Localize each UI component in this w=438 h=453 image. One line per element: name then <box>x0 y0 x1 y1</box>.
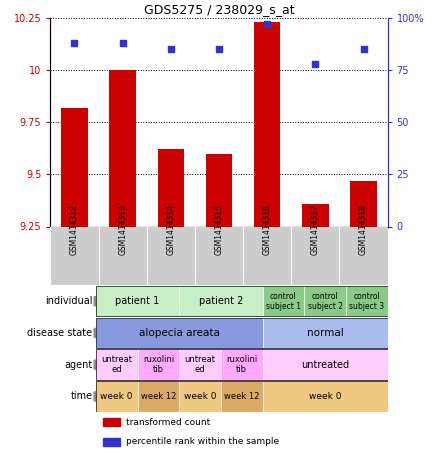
FancyArrow shape <box>94 358 102 371</box>
Bar <box>179 286 263 317</box>
Text: week 0: week 0 <box>100 392 133 401</box>
Point <box>167 46 174 53</box>
Text: control
subject 2: control subject 2 <box>307 292 343 311</box>
Text: control
subject 1: control subject 1 <box>266 292 301 311</box>
Text: GSM1414313: GSM1414313 <box>118 204 127 255</box>
Text: ruxolini
tib: ruxolini tib <box>226 355 258 374</box>
Text: normal: normal <box>307 328 343 338</box>
Bar <box>291 226 339 285</box>
Text: transformed count: transformed count <box>126 418 211 427</box>
Bar <box>147 226 195 285</box>
Bar <box>96 286 179 317</box>
Text: disease state: disease state <box>28 328 92 338</box>
Bar <box>96 318 263 348</box>
Bar <box>158 149 184 226</box>
Point <box>71 39 78 47</box>
Text: patient 2: patient 2 <box>199 296 243 306</box>
Bar <box>96 349 388 380</box>
Bar <box>110 70 136 226</box>
Text: untreat
ed: untreat ed <box>184 355 215 374</box>
Bar <box>243 226 291 285</box>
Text: control
subject 3: control subject 3 <box>349 292 385 311</box>
Text: week 12: week 12 <box>141 392 176 401</box>
Bar <box>254 22 280 226</box>
Bar <box>221 381 263 412</box>
Bar <box>263 318 388 348</box>
Text: percentile rank within the sample: percentile rank within the sample <box>126 438 279 447</box>
FancyArrow shape <box>94 326 102 340</box>
Bar <box>61 108 88 226</box>
Text: agent: agent <box>64 360 92 370</box>
Bar <box>96 381 138 412</box>
Bar <box>138 349 179 380</box>
Text: patient 1: patient 1 <box>116 296 160 306</box>
Bar <box>102 419 120 427</box>
Text: GSM1414315: GSM1414315 <box>215 204 223 255</box>
FancyArrow shape <box>94 294 102 308</box>
Bar <box>195 226 243 285</box>
Bar <box>302 203 328 226</box>
Text: week 0: week 0 <box>184 392 216 401</box>
Text: GSM1414317: GSM1414317 <box>311 204 320 255</box>
Bar <box>96 286 388 317</box>
Text: alopecia areata: alopecia areata <box>139 328 220 338</box>
Bar <box>138 381 179 412</box>
Bar <box>179 349 221 380</box>
Bar <box>350 181 377 226</box>
Text: untreated: untreated <box>301 360 349 370</box>
Bar <box>96 349 138 380</box>
Bar <box>221 349 263 380</box>
Bar <box>263 381 388 412</box>
Text: GSM1414314: GSM1414314 <box>166 204 175 255</box>
Text: ruxolini
tib: ruxolini tib <box>143 355 174 374</box>
Point <box>215 46 223 53</box>
Bar <box>96 318 388 348</box>
Text: week 12: week 12 <box>224 392 259 401</box>
Bar <box>263 286 304 317</box>
Text: GSM1414316: GSM1414316 <box>263 204 272 255</box>
Bar <box>304 286 346 317</box>
Text: individual: individual <box>45 296 92 306</box>
Text: week 0: week 0 <box>309 392 341 401</box>
Text: time: time <box>71 391 92 401</box>
Point <box>360 46 367 53</box>
Point <box>312 60 319 67</box>
Bar <box>102 438 120 446</box>
Point <box>119 39 126 47</box>
Bar <box>206 154 232 226</box>
Text: untreat
ed: untreat ed <box>101 355 132 374</box>
FancyArrow shape <box>94 390 102 403</box>
Bar <box>346 286 388 317</box>
Bar <box>50 226 99 285</box>
Bar <box>263 349 388 380</box>
Text: GSM1414312: GSM1414312 <box>70 204 79 255</box>
Title: GDS5275 / 238029_s_at: GDS5275 / 238029_s_at <box>144 3 294 15</box>
Text: GSM1414318: GSM1414318 <box>359 204 368 255</box>
Point <box>264 21 271 28</box>
Bar <box>339 226 388 285</box>
Bar <box>179 381 221 412</box>
Bar <box>96 381 388 412</box>
Bar <box>99 226 147 285</box>
